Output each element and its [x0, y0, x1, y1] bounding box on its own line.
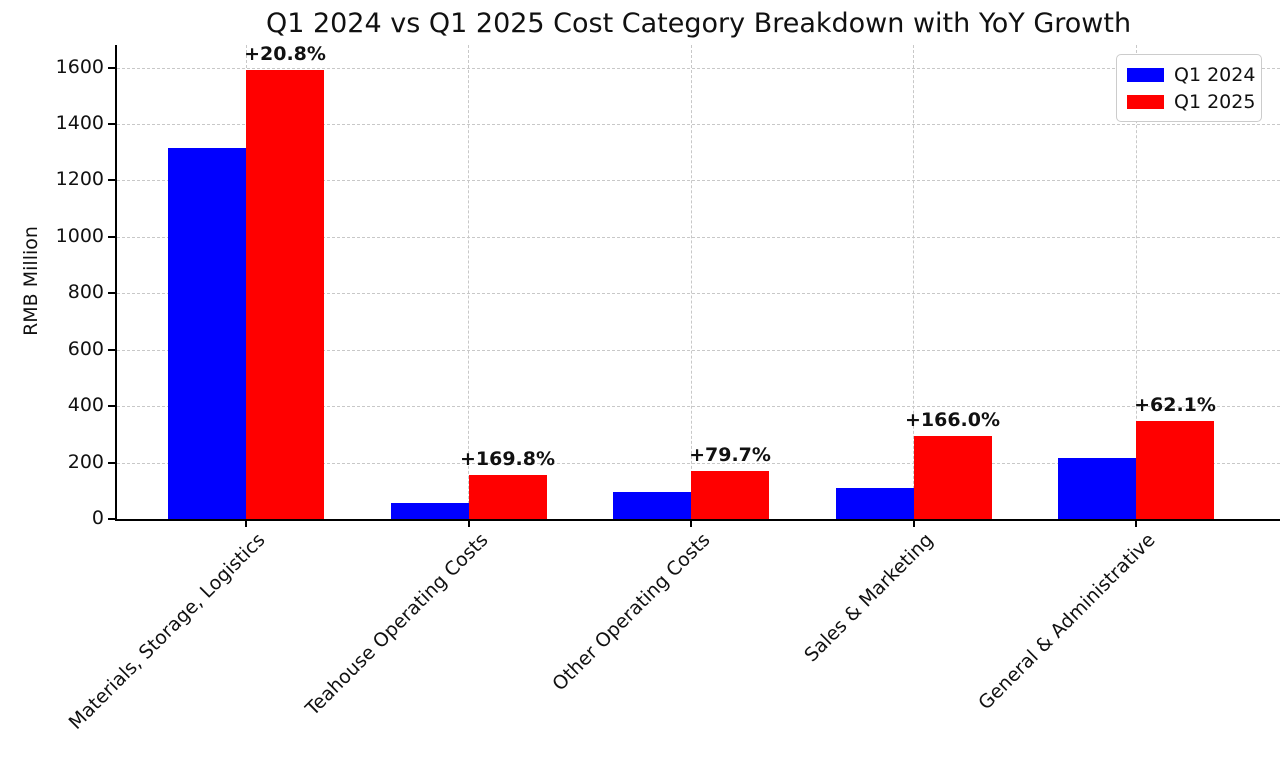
- y-tick-200: [108, 461, 116, 464]
- x-category-label-2: Other Operating Costs: [548, 529, 715, 696]
- y-tick-label-800: 800: [67, 281, 104, 304]
- bar-q1-2025-c4: [1136, 420, 1214, 519]
- y-tick-1600: [108, 66, 116, 69]
- bar-q1-2024-c2: [613, 492, 691, 519]
- y-tick-label-0: 0: [91, 507, 104, 529]
- x-category-label-3: Sales & Marketing: [799, 529, 938, 667]
- gridline-x-1: [468, 45, 469, 519]
- chart-title: Q1 2024 vs Q1 2025 Cost Category Breakdo…: [265, 8, 1132, 39]
- x-tick-2: [690, 521, 692, 527]
- bar-q1-2025-c1: [468, 474, 547, 519]
- x-category-label-4: General & Administrative: [974, 529, 1160, 715]
- yoy-label-3: +166.0%: [904, 408, 1001, 431]
- x-tick-1: [467, 521, 470, 527]
- legend-entry-q1-2025: Q1 2025: [1127, 88, 1256, 115]
- x-category-label-0: Materials, Storage, Logistics: [64, 529, 270, 734]
- y-tick-label-1400: 1400: [55, 112, 104, 134]
- gridline-y-1600: [117, 67, 1280, 69]
- x-category-label-1: Teahouse Operating Costs: [300, 529, 493, 721]
- bar-q1-2025-c0: [246, 70, 324, 519]
- x-tick-4: [1135, 521, 1137, 527]
- y-tick-800: [108, 292, 116, 295]
- legend: Q1 2024 Q1 2025: [1116, 54, 1262, 122]
- y-tick-600: [108, 348, 116, 351]
- gridline-y-800: [117, 293, 1280, 295]
- y-tick-label-1000: 1000: [55, 224, 104, 247]
- legend-swatch-q1-2025: [1127, 94, 1164, 109]
- bar-q1-2025-c2: [691, 470, 769, 519]
- legend-label-q1-2025: Q1 2025: [1174, 90, 1256, 113]
- gridline-x-4: [1135, 45, 1137, 519]
- y-tick-1200: [108, 179, 116, 182]
- gridline-y-400: [117, 406, 1280, 408]
- y-axis-label: RMB Million: [20, 226, 42, 336]
- gridline-x-2: [690, 45, 692, 519]
- bar-q1-2024-c4: [1058, 458, 1136, 519]
- y-tick-1000: [108, 235, 116, 238]
- gridline-y-1200: [117, 180, 1280, 182]
- y-tick-0: [108, 518, 116, 520]
- bar-q1-2024-c3: [835, 487, 914, 519]
- y-tick-label-600: 600: [67, 337, 104, 360]
- y-tick-label-400: 400: [67, 394, 104, 417]
- y-tick-label-200: 200: [67, 450, 104, 473]
- gridline-y-1000: [117, 236, 1280, 238]
- x-tick-0: [245, 521, 247, 527]
- gridline-y-200: [117, 462, 1280, 464]
- bar-q1-2024-c0: [168, 147, 246, 519]
- bar-q1-2025-c3: [913, 435, 992, 519]
- bar-q1-2024-c1: [390, 502, 469, 519]
- yoy-label-1: +169.8%: [459, 447, 556, 470]
- y-tick-label-1600: 1600: [55, 55, 104, 78]
- gridline-y-1400: [117, 124, 1280, 125]
- y-tick-label-1200: 1200: [55, 168, 104, 191]
- legend-label-q1-2024: Q1 2024: [1174, 63, 1256, 86]
- yoy-label-2: +79.7%: [689, 443, 771, 466]
- gridline-x-3: [913, 45, 914, 519]
- y-tick-400: [108, 405, 116, 408]
- y-tick-1400: [108, 123, 116, 125]
- legend-swatch-q1-2024: [1127, 67, 1164, 82]
- legend-entry-q1-2024: Q1 2024: [1127, 61, 1256, 88]
- gridline-y-600: [117, 349, 1280, 351]
- yoy-label-0: +20.8%: [244, 43, 326, 66]
- x-tick-3: [912, 521, 915, 527]
- yoy-label-4: +62.1%: [1134, 393, 1216, 416]
